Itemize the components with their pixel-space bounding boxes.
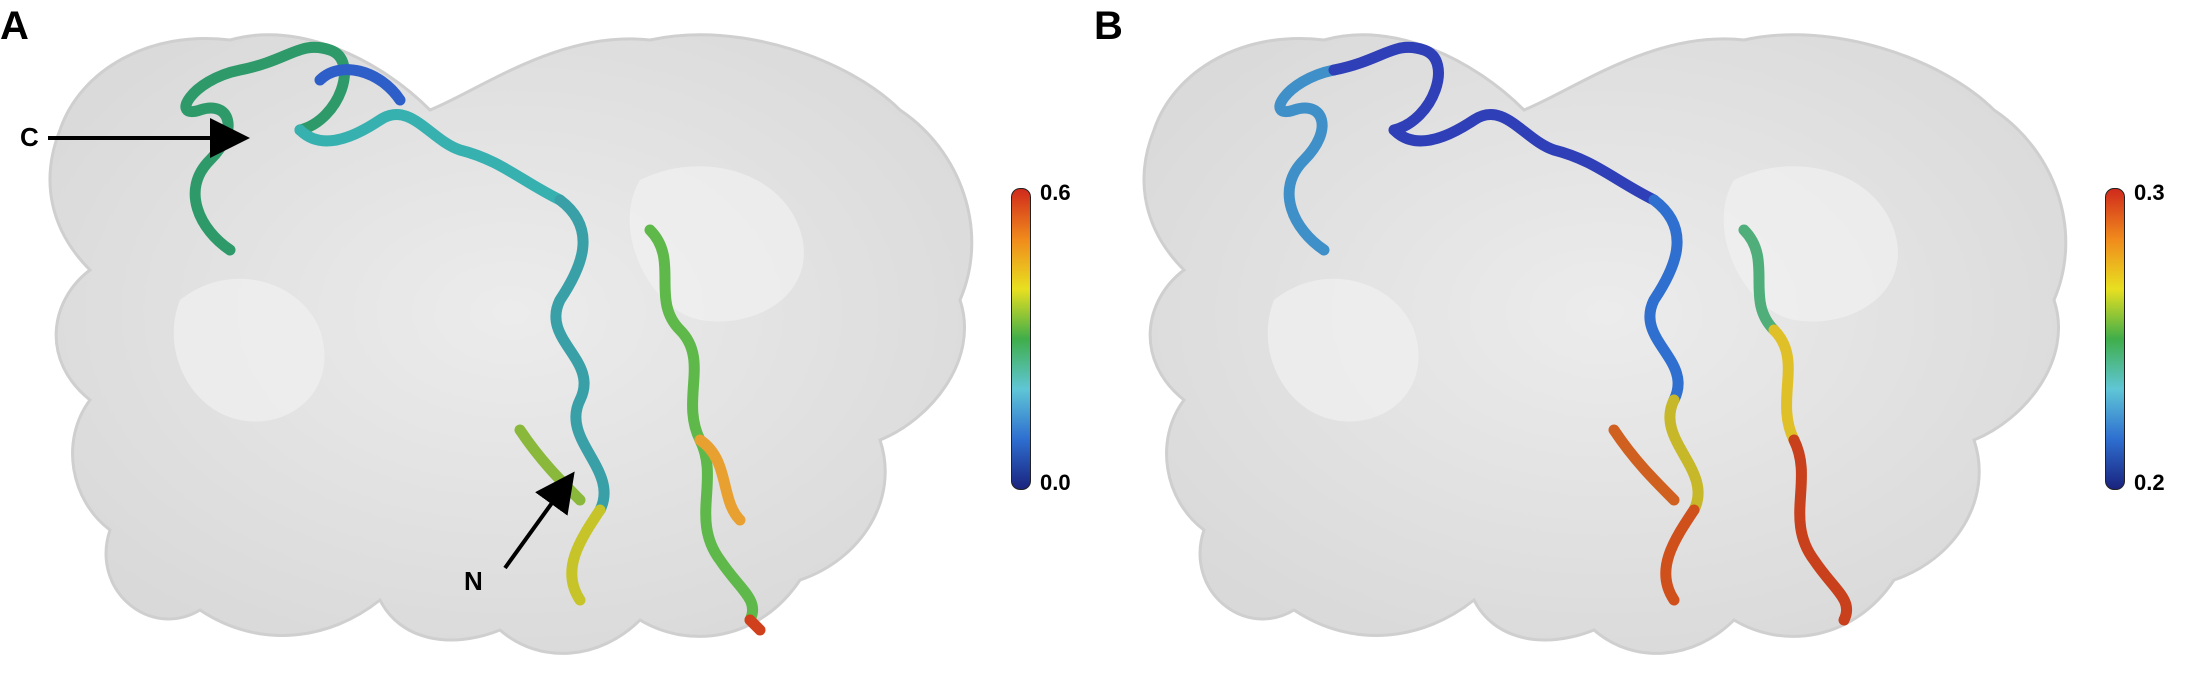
colorbar bbox=[2105, 188, 2125, 490]
c-terminus-label: C bbox=[20, 122, 39, 152]
n-terminus-arrow bbox=[503, 471, 575, 570]
surface-highlight bbox=[629, 166, 804, 322]
colorbar-max-label: 0.6 bbox=[1040, 180, 1071, 205]
colorbar bbox=[1011, 188, 1031, 490]
panel-b: B 0.3 0.2 bbox=[1094, 0, 2188, 675]
surface-highlight bbox=[173, 278, 325, 422]
protein-render-b bbox=[1142, 33, 2068, 655]
surface-highlight bbox=[1723, 166, 1898, 322]
panel-letter: B bbox=[1094, 4, 1123, 48]
protein-ribbon bbox=[180, 41, 766, 636]
surface-highlight bbox=[1267, 278, 1419, 422]
panel-letter: A bbox=[0, 4, 29, 48]
colorbar-min-label: 0.2 bbox=[2134, 470, 2165, 495]
panel-a: A C N 0.6 0.0 bbox=[0, 4, 1071, 655]
protein-render-a bbox=[48, 33, 974, 655]
colorbar-min-label: 0.0 bbox=[1040, 470, 1071, 495]
protein-ribbon bbox=[1274, 41, 1853, 626]
colorbar-max-label: 0.3 bbox=[2134, 180, 2165, 205]
n-terminus-label: N bbox=[464, 566, 483, 596]
